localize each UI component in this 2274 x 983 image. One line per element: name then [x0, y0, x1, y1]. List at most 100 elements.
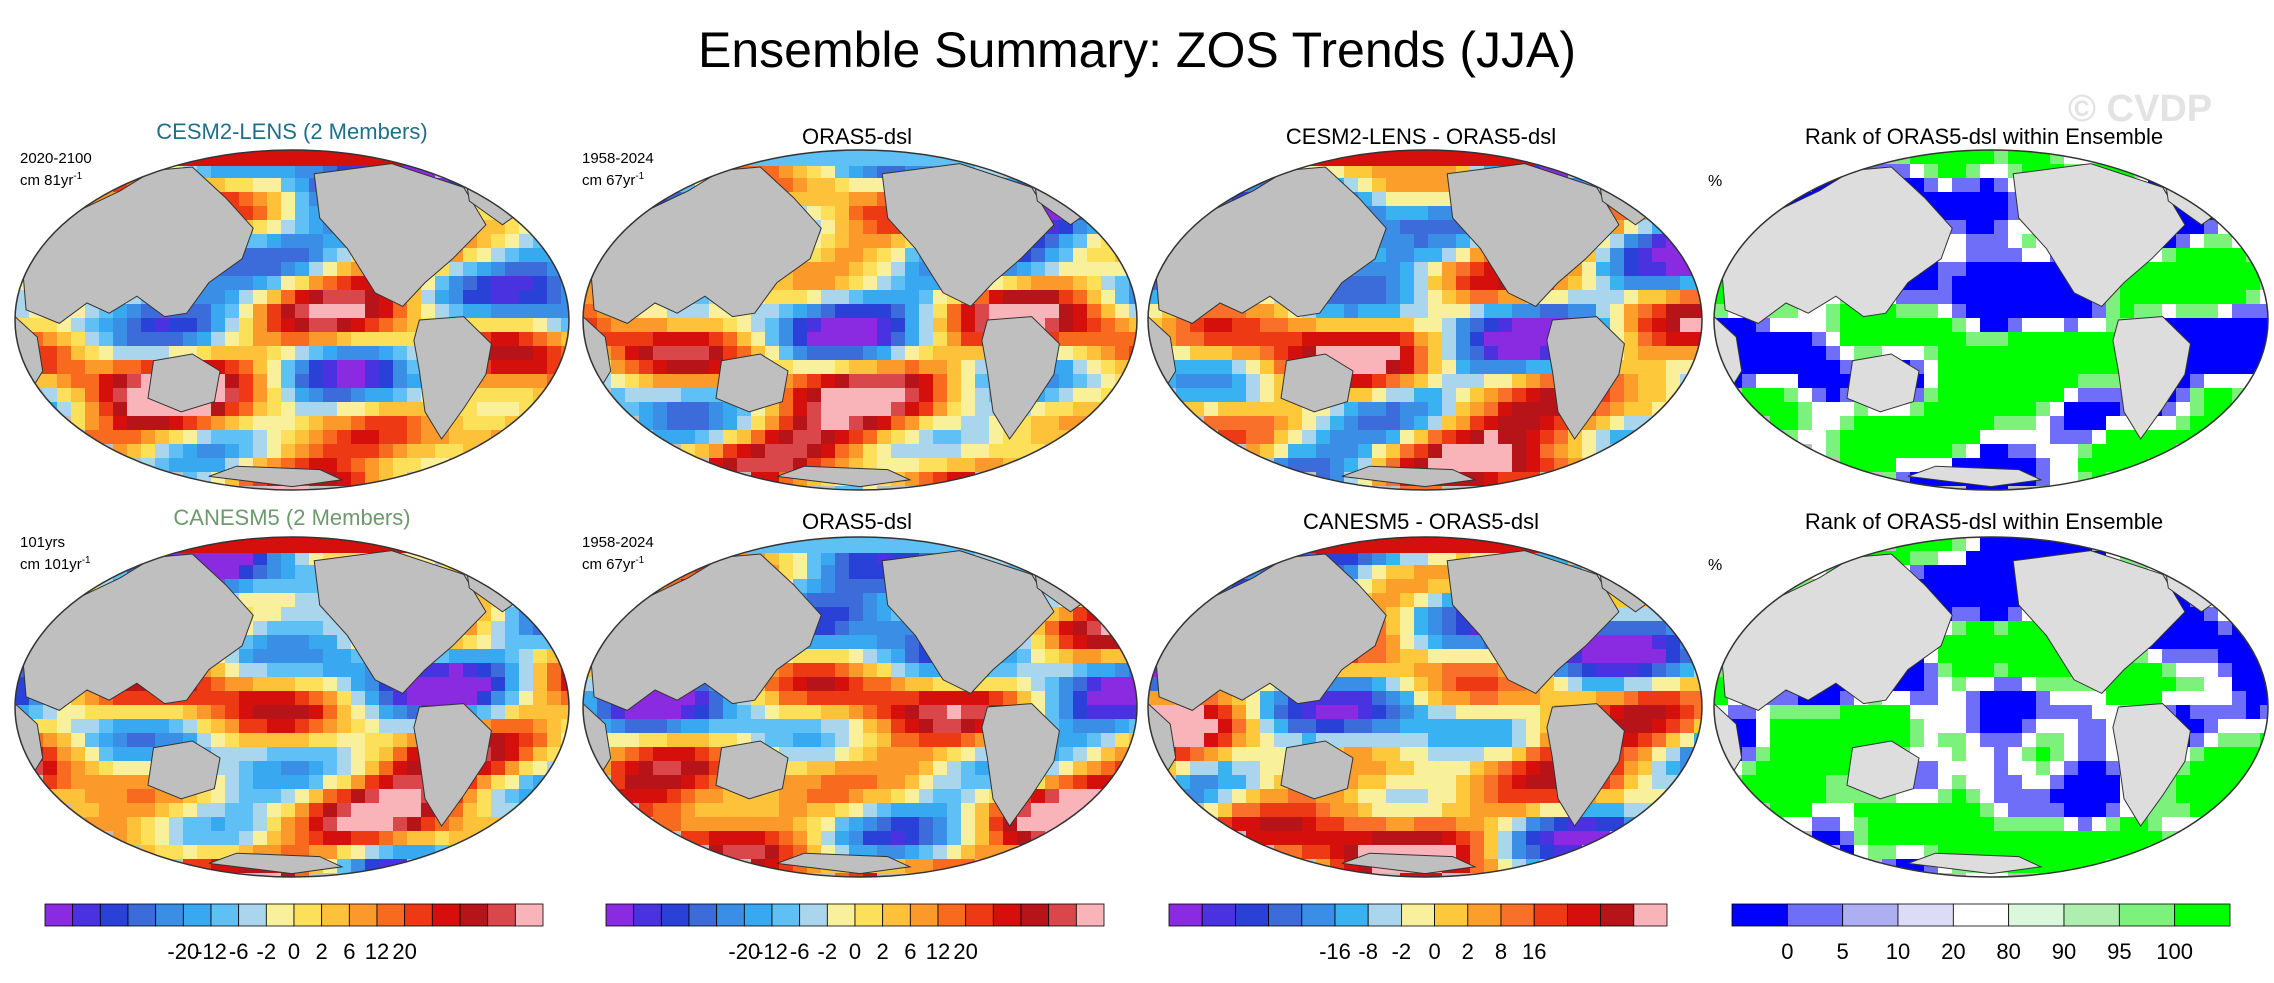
colorbar-diff-tick-label: -2 [1392, 939, 1412, 964]
colorbar-diff-swatch-13 [1600, 903, 1635, 927]
colorbar-model-swatch-5 [182, 903, 212, 927]
colorbar-diff-swatch-6 [1367, 903, 1402, 927]
colorbar-rank-swatch-4 [1952, 903, 2010, 927]
colorbar-diff-swatch-11 [1533, 903, 1568, 927]
panel-title-diff-1: CESM2-LENS - ORAS5-dsl [1285, 124, 1557, 149]
period-label-obs-1: 1958-2024 cm 67yr-1 [582, 150, 654, 189]
colorbar-model-swatch-16 [487, 903, 516, 927]
colorbar-diff-swatch-0 [1168, 903, 1203, 927]
map-panel-r1-c4-land [1714, 163, 2236, 488]
colorbar-rank-tick-label: 80 [1996, 939, 2020, 964]
colorbar-rank-tick-label: 100 [2156, 939, 2193, 964]
colorbar-diff-tick-label: 0 [1428, 939, 1440, 964]
colorbar-model-tick-label: 6 [343, 939, 355, 964]
colorbar-obs-tick-label: 6 [904, 939, 916, 964]
colorbar-rank: 0 5 10 20 80 90 95 100 [1731, 903, 2231, 964]
colorbar-model-swatch-17 [514, 903, 544, 927]
colorbar-rank-swatch-3 [1897, 903, 1954, 927]
colorbar-diff-tick-label: 16 [1522, 939, 1546, 964]
colorbar-obs-swatch-7 [799, 903, 828, 927]
colorbar-model-swatch-1 [72, 903, 101, 927]
colorbar-model-swatch-0 [44, 903, 74, 927]
colorbar-rank-tick-label: 90 [2052, 939, 2076, 964]
rank-units-label-2: % [1708, 557, 1723, 574]
colorbar-rank-swatch-6 [2063, 903, 2120, 927]
map-panel-r2-c1-outline [14, 536, 570, 878]
panel-title-model-1: CESM2-LENS (2 Members) [156, 119, 428, 144]
period-label-model-2: 101yrs cm 101yr-1 [20, 534, 91, 573]
map-panel-r2-c2 [582, 536, 1138, 878]
colorbar-obs-swatch-2 [660, 903, 690, 927]
colorbar-model-tick-label: 2 [316, 939, 328, 964]
colorbar-diff-tick-label: -8 [1358, 939, 1378, 964]
colorbar-rank-tick-label: 95 [2107, 939, 2131, 964]
colorbar-rank-tick-label: 0 [1781, 939, 1793, 964]
panel-title-diff-2: CANESM5 - ORAS5-dsl [1303, 509, 1539, 534]
map-panel-r2-c3-outline [1147, 536, 1703, 878]
colorbar-obs-swatch-17 [1075, 903, 1105, 927]
colorbar-obs-swatch-15 [1020, 903, 1050, 927]
colorbar-diff-swatch-14 [1633, 903, 1668, 927]
colorbar-model-tick-label: 12 [365, 939, 389, 964]
map-panel-r1-c4 [1713, 149, 2269, 491]
colorbar-obs-tick-label: 20 [953, 939, 977, 964]
colorbar-diff-swatch-1 [1201, 903, 1236, 927]
panel-title-model-2: CANESM5 (2 Members) [173, 505, 411, 530]
colorbar-rank-swatch-2 [1842, 903, 1899, 927]
colorbar-model-tick-label: -2 [257, 939, 277, 964]
colorbar-model-tick-label: 0 [288, 939, 300, 964]
map-panel-r1-c4-outline [1713, 149, 2269, 491]
colorbar-obs: -20-12 -6 -2 0 2 6 12 20 [605, 903, 1105, 964]
watermark: © CVDP [2068, 88, 2213, 130]
colorbar-obs-swatch-5 [743, 903, 773, 927]
map-panel-r2-c3 [1147, 536, 1703, 878]
colorbar-rank-tick-label: 5 [1837, 939, 1849, 964]
colorbar-diff-swatch-2 [1235, 903, 1270, 927]
panel-title-obs-1: ORAS5-dsl [801, 124, 913, 149]
colorbar-model-tick-label: -20 [167, 939, 199, 964]
colorbar-rank-swatch-1 [1786, 903, 1844, 927]
panel-title-obs-2: ORAS5-dsl [801, 509, 913, 534]
map-panel-r1-c2 [582, 149, 1138, 491]
map-panel-r2-c4-outline [1713, 536, 2269, 878]
map-panel-r1-c1-outline [14, 149, 570, 491]
period-label-model-1: 2020-2100 cm 81yr-1 [20, 150, 92, 189]
map-panel-r1-c3 [1147, 149, 1703, 491]
colorbar-model-swatch-9 [293, 903, 323, 927]
colorbar-model: -20-12 -6 -2 0 2 6 12 20 [44, 903, 544, 964]
colorbar-obs-swatch-16 [1048, 903, 1077, 927]
map-panel-r1-c2-outline [582, 149, 1138, 491]
colorbar-obs-tick-label: 12 [926, 939, 950, 964]
colorbar-model-swatch-6 [210, 903, 240, 927]
colorbar-model-swatch-14 [431, 903, 461, 927]
colorbar-diff-swatch-12 [1567, 903, 1602, 927]
colorbar-obs-swatch-0 [605, 903, 635, 927]
map-panel-r1-c1 [14, 149, 570, 491]
map-panel-r2-c2-land [583, 550, 1105, 875]
colorbar-diff: -16 -8 -2 0 2 8 16 [1168, 903, 1668, 964]
colorbar-diff-swatch-4 [1301, 903, 1336, 927]
colorbar-obs-swatch-14 [992, 903, 1022, 927]
colorbar-diff-tick-label: 2 [1462, 939, 1474, 964]
colorbar-model-swatch-8 [265, 903, 295, 927]
colorbar-diff-swatch-3 [1268, 903, 1303, 927]
colorbar-model-swatch-7 [238, 903, 267, 927]
map-panel-r1-c3-outline [1147, 149, 1703, 491]
colorbar-rank-swatch-8 [2174, 903, 2231, 927]
colorbar-rank-swatch-5 [2008, 903, 2065, 927]
colorbar-rank-swatch-0 [1731, 903, 1788, 927]
colorbar-model-swatch-15 [459, 903, 489, 927]
colorbar-obs-swatch-8 [826, 903, 856, 927]
colorbar-model-swatch-10 [321, 903, 350, 927]
colorbar-obs-swatch-11 [909, 903, 939, 927]
colorbar-obs-tick-label: -20 [728, 939, 760, 964]
colorbar-model-swatch-13 [404, 903, 433, 927]
colorbar-model-tick-label: -6 [229, 939, 249, 964]
map-panel-r2-c2-outline [582, 536, 1138, 878]
map-panel-r2-c1 [14, 536, 570, 878]
map-panel-r2-c4 [1713, 536, 2269, 878]
period-label-obs-2: 1958-2024 cm 67yr-1 [582, 534, 654, 573]
colorbar-obs-swatch-3 [688, 903, 718, 927]
colorbar-obs-tick-label: -6 [790, 939, 810, 964]
colorbar-rank-tick-label: 10 [1886, 939, 1910, 964]
